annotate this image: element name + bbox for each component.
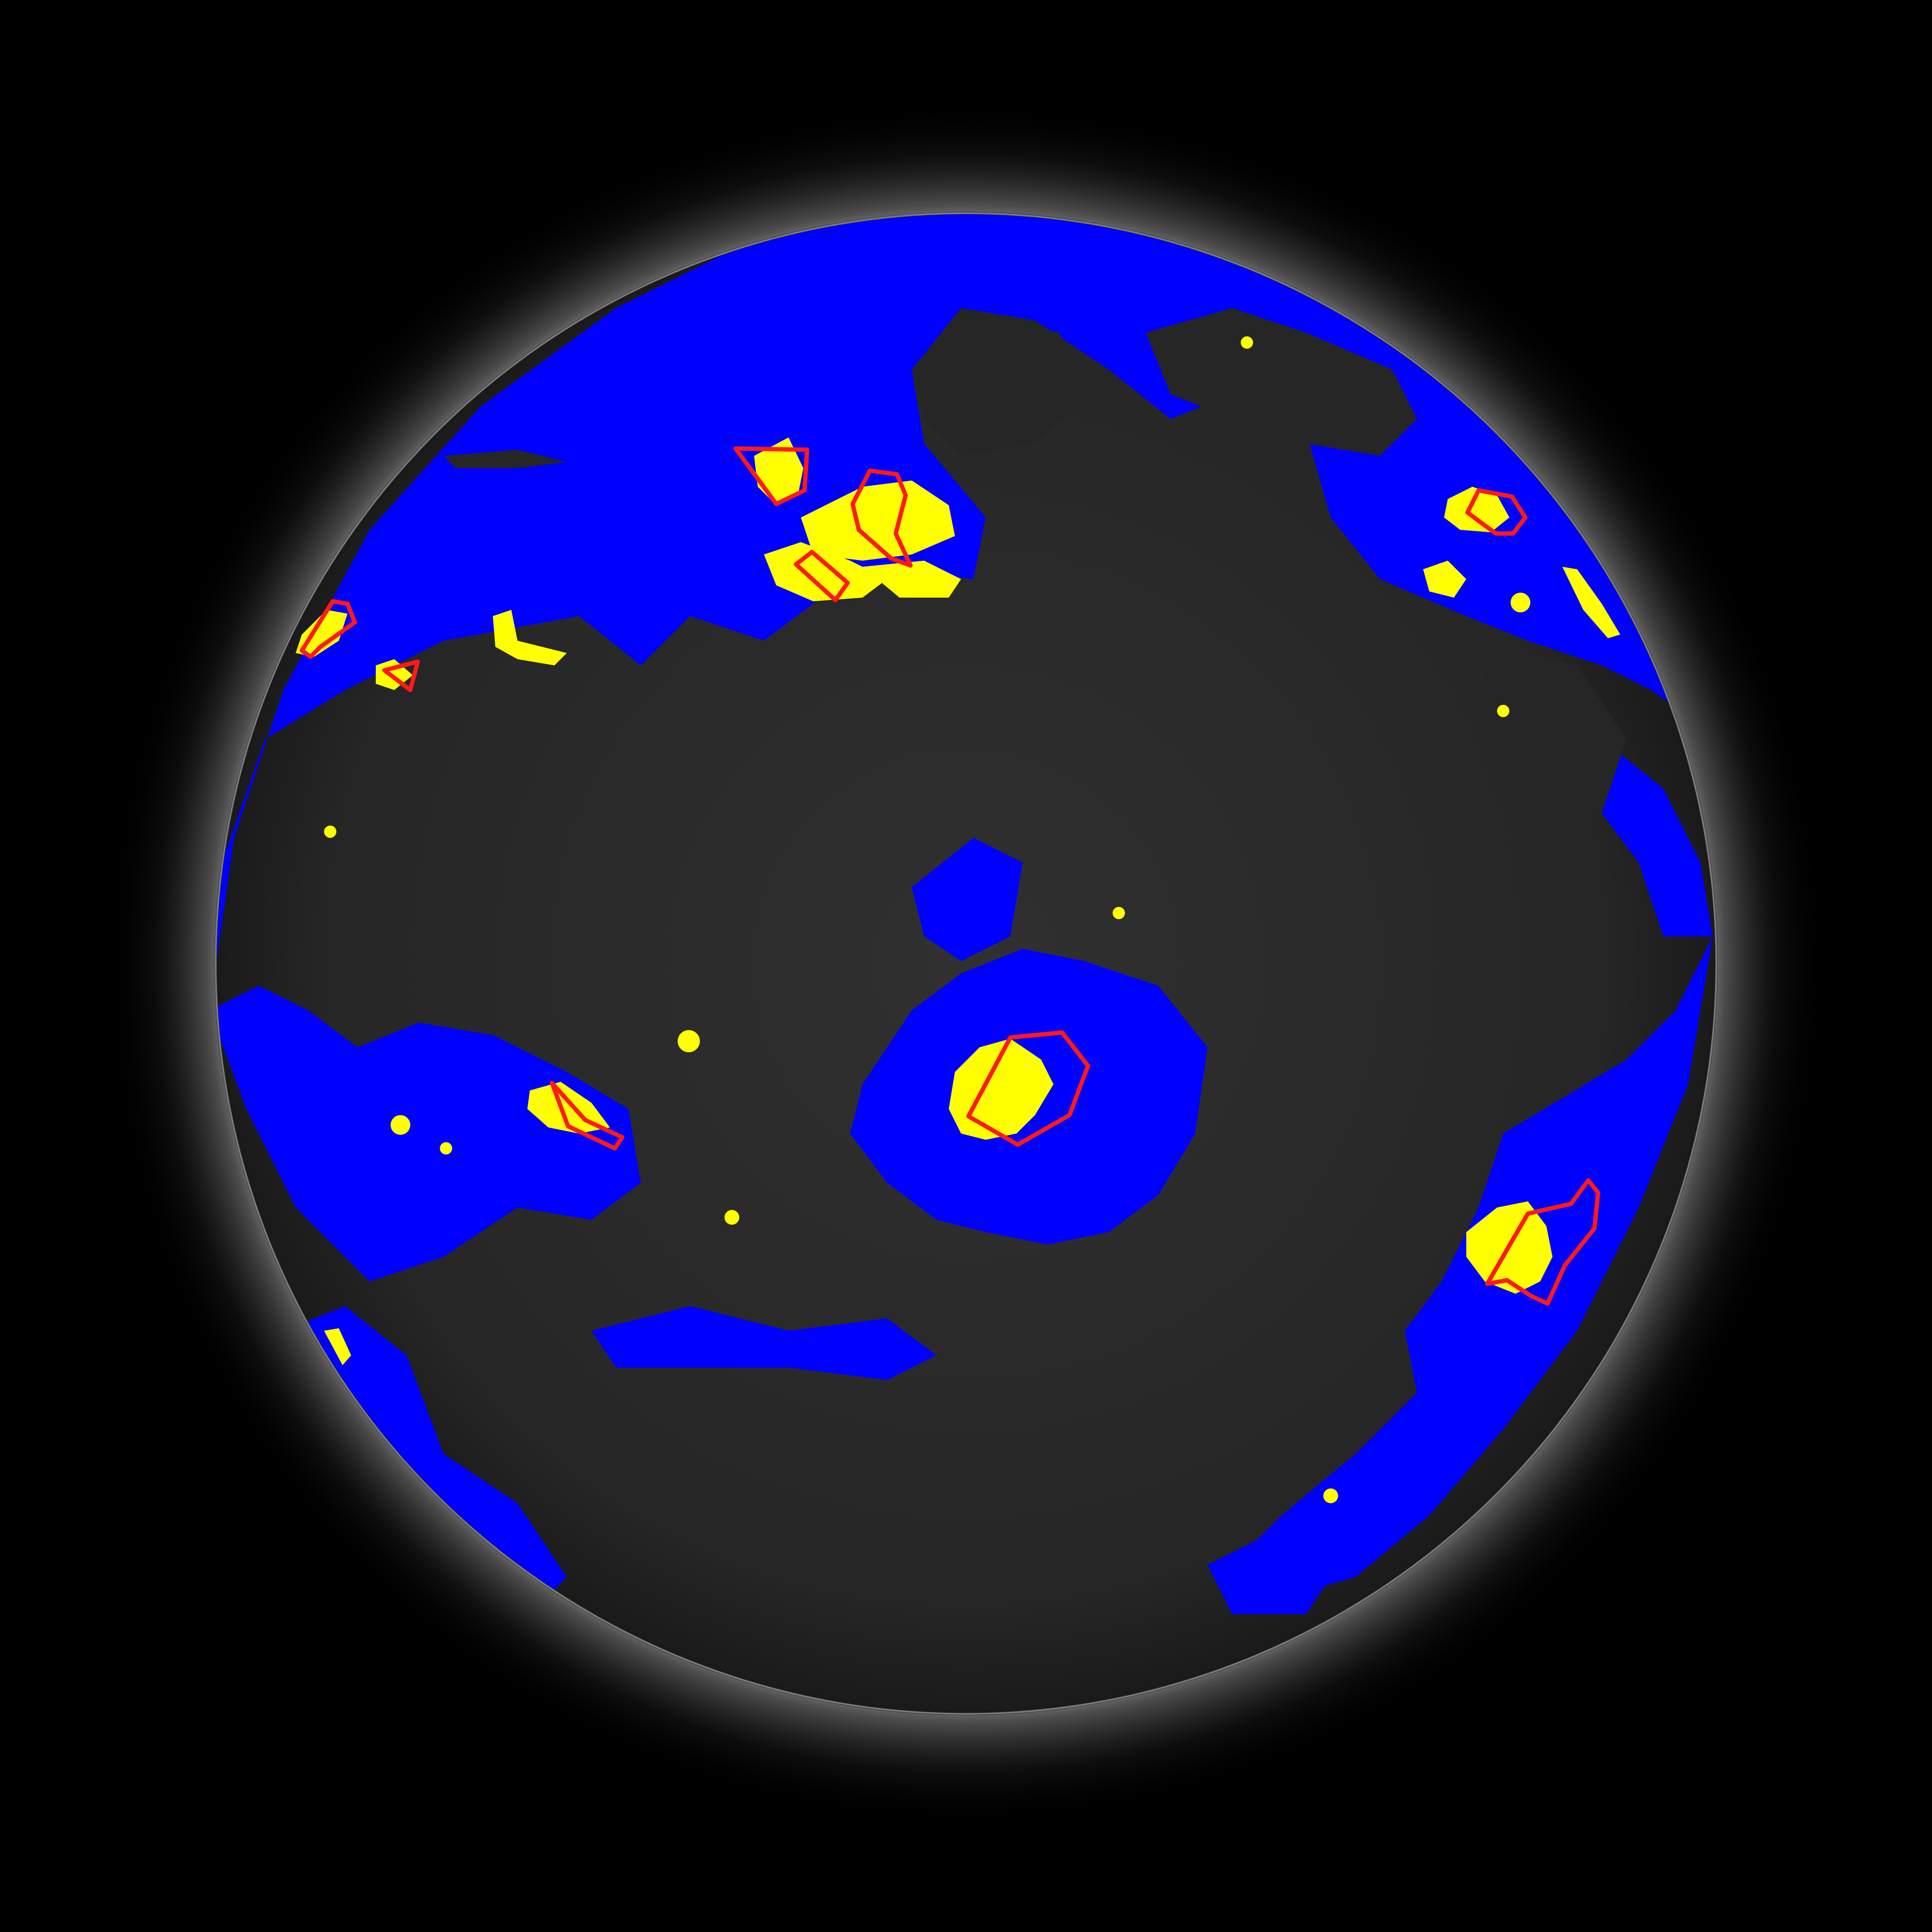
red-contour-6 — [1465, 488, 1528, 536]
yellow-region-11 — [1510, 592, 1531, 613]
red-contour-3 — [793, 550, 850, 602]
yellow-region-12 — [949, 1039, 1054, 1140]
red-contour-7 — [966, 1030, 1091, 1147]
yellow-region-10 — [1562, 566, 1621, 639]
yellow-region-9 — [1423, 560, 1466, 598]
blue-region-southeast-blob — [1208, 1528, 1331, 1615]
red-contour-1 — [733, 446, 809, 506]
red-contour-5 — [382, 659, 420, 692]
yellow-region-3 — [764, 542, 887, 601]
yellow-region-19 — [1497, 705, 1509, 717]
dark-patch-east — [1478, 641, 1627, 814]
yellow-region-7 — [492, 610, 567, 666]
red-contour-4 — [300, 599, 357, 659]
segmentation-layer — [217, 214, 1713, 1615]
yellow-region-15 — [391, 1115, 410, 1135]
dark-patch-north-1 — [912, 320, 1084, 456]
yellow-region-2 — [800, 480, 955, 561]
blue-region-northwest-lobe — [665, 258, 875, 370]
blue-region-center-arm — [912, 838, 1023, 961]
yellow-region-18 — [1323, 1488, 1338, 1503]
blue-region-east-lobe — [1601, 739, 1713, 937]
yellow-region-23 — [1241, 336, 1253, 349]
yellow-region-17 — [724, 1210, 740, 1225]
yellow-region-5 — [295, 610, 348, 657]
yellow-region-8 — [1444, 486, 1509, 533]
blue-region-east — [1220, 936, 1713, 1602]
yellow-regions — [295, 336, 1621, 1503]
blue-region-south-center — [591, 1306, 937, 1380]
yellow-region-22 — [324, 1328, 351, 1366]
dark-patch-north-2 — [1146, 308, 1417, 456]
yellow-region-16 — [677, 1030, 700, 1052]
red-contour-9 — [1485, 1178, 1600, 1306]
red-contour-8 — [550, 1081, 625, 1151]
blue-region-west — [217, 985, 641, 1282]
yellow-region-21 — [440, 1142, 452, 1155]
yellow-region-24 — [324, 825, 337, 838]
red-contours — [300, 446, 1600, 1306]
blue-region-southwest — [283, 1306, 567, 1615]
disk-limb — [215, 212, 1717, 1715]
yellow-region-20 — [1112, 907, 1125, 919]
yellow-region-4 — [862, 560, 961, 598]
red-contour-2 — [850, 468, 913, 568]
